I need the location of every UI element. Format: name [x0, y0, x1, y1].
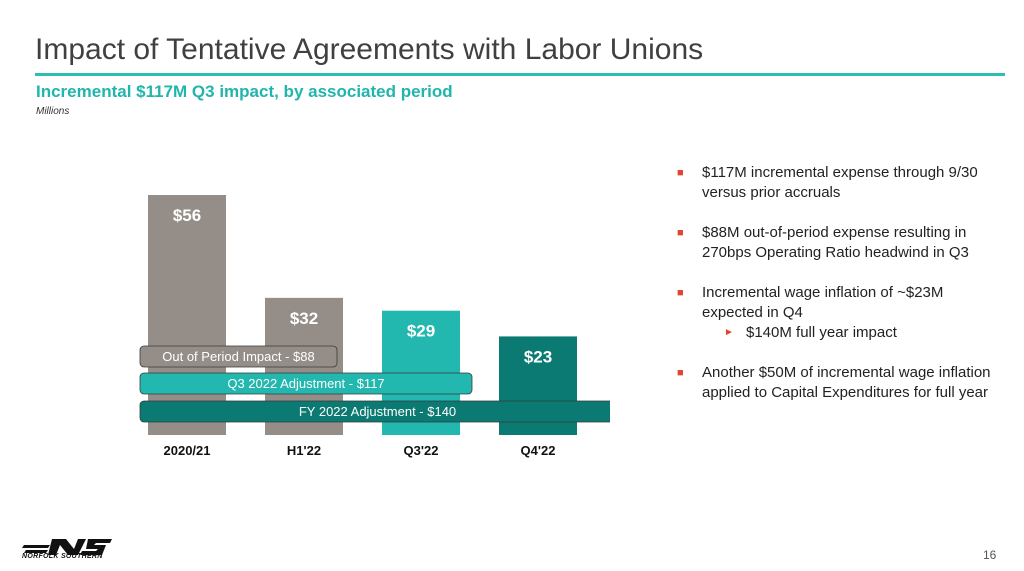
bar-value-label: $32 [290, 309, 318, 328]
annotation-label: Q3 2022 Adjustment - $117 [227, 376, 384, 391]
bar [148, 195, 226, 435]
bullet-text: Another $50M of incremental wage inflati… [702, 364, 991, 401]
bullet-list: ■ $117M incremental expense through 9/30… [677, 163, 1007, 423]
bar-chart: $56 2020/21 $32 H1'22 $29 Q3'22 $23 Q4'22 Out of… [139, 195, 610, 458]
units-label: Millions [36, 106, 70, 117]
subtitle: Incremental $117M Q3 impact, by associat… [36, 82, 453, 101]
bullet-item: ■ Incremental wage inflation of ~$23M ex… [677, 283, 1007, 343]
bar-value-label: $23 [524, 347, 552, 366]
square-bullet-icon: ■ [677, 167, 684, 179]
square-bullet-icon: ■ [677, 287, 684, 299]
sub-bullet-text: $140M full year impact [746, 324, 897, 341]
page-title: Impact of Tentative Agreements with Labo… [35, 33, 704, 66]
logo-text: NORFOLK SOUTHERN [22, 553, 103, 560]
triangle-bullet-icon: ► [724, 327, 734, 338]
bullet-item: ■ $88M out-of-period expense resulting i… [677, 223, 1007, 263]
square-bullet-icon: ■ [677, 367, 684, 379]
page-number: 16 [983, 548, 997, 562]
category-label: H1'22 [287, 443, 321, 458]
title-divider [35, 73, 1005, 76]
square-bullet-icon: ■ [677, 227, 684, 239]
category-label: Q3'22 [404, 443, 439, 458]
annotation-pill [139, 372, 473, 395]
sub-bullet-item: ► $140M full year impact [702, 323, 1007, 343]
category-label: 2020/21 [164, 443, 211, 458]
annotation-label: FY 2022 Adjustment - $140 [299, 404, 456, 419]
bullet-item: ■ Another $50M of incremental wage infla… [677, 363, 1007, 403]
annotation-label: Out of Period Impact - $88 [162, 349, 314, 364]
bullet-text: $117M incremental expense through 9/30 v… [702, 164, 978, 201]
category-label: Q4'22 [521, 443, 556, 458]
bar-value-label: $29 [407, 322, 435, 341]
bullet-text: Incremental wage inflation of ~$23M expe… [702, 284, 944, 321]
annotation-pill [139, 345, 338, 368]
norfolk-southern-logo-icon [22, 539, 112, 555]
annotation-pill [139, 400, 610, 423]
bullet-item: ■ $117M incremental expense through 9/30… [677, 163, 1007, 203]
bullet-text: $88M out-of-period expense resulting in … [702, 224, 969, 261]
bar-value-label: $56 [173, 206, 201, 225]
